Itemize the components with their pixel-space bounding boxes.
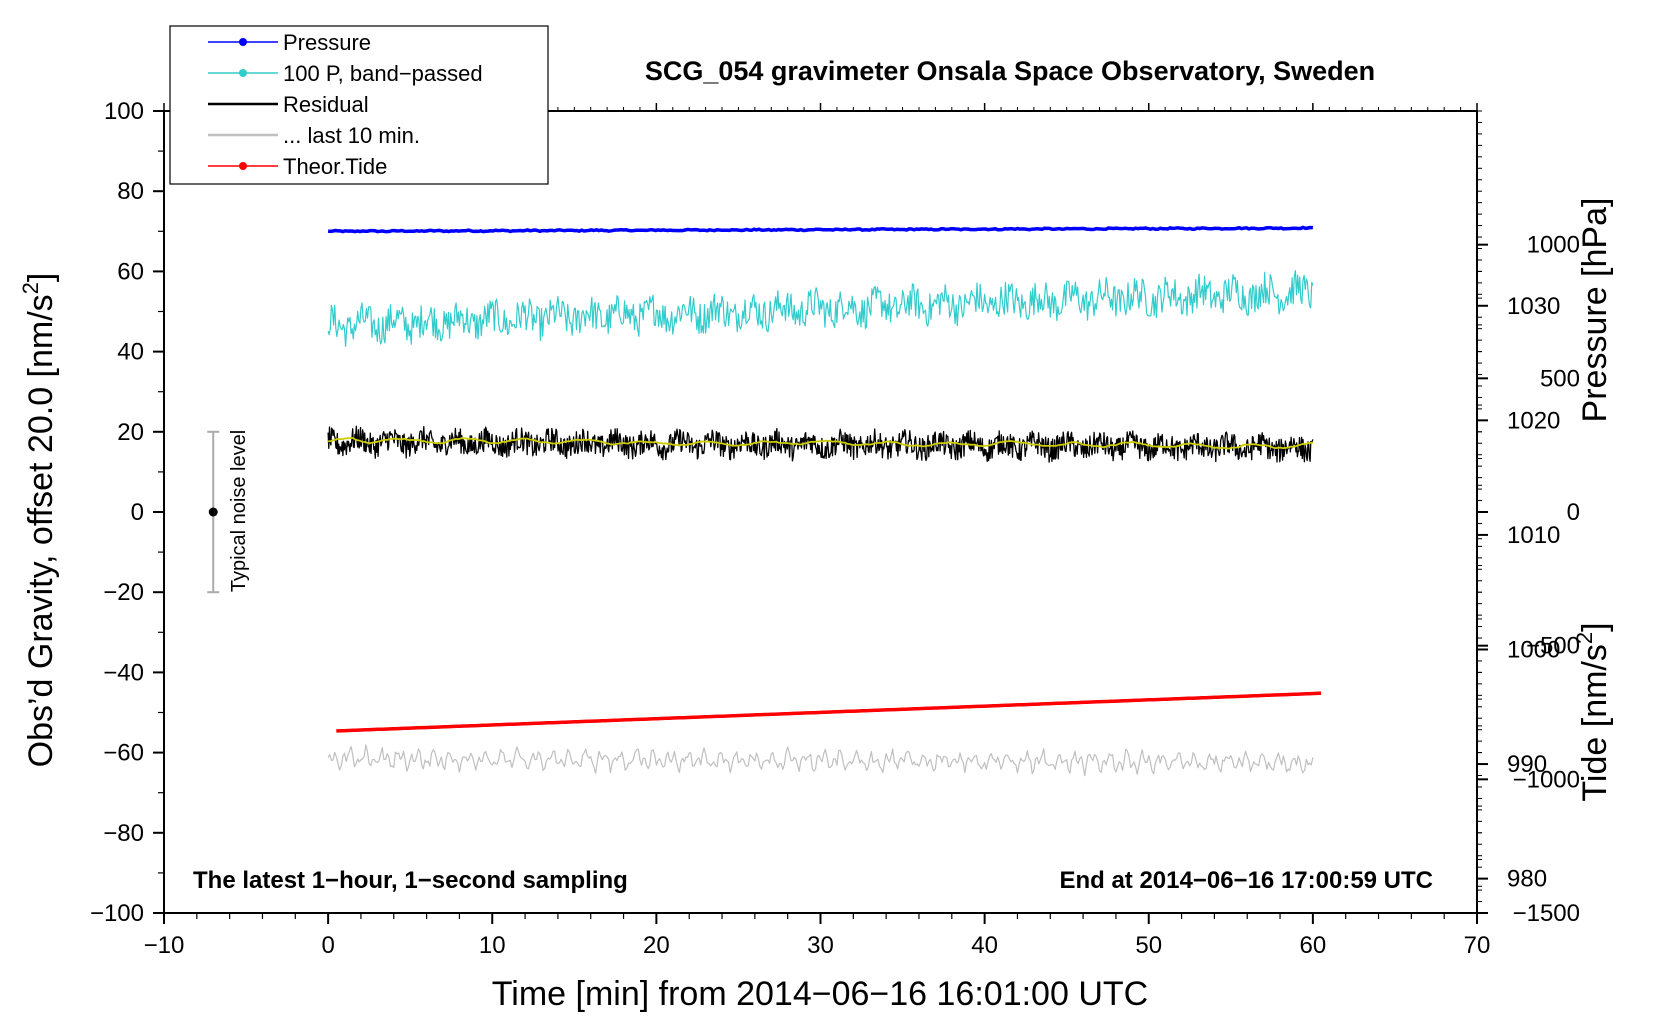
y-axis-title-left-main: Obs’d Gravity, offset 20.0 [nm/s <box>22 294 60 767</box>
y-tick-label: 100 <box>104 98 144 125</box>
y-tick-label: 60 <box>117 258 144 285</box>
x-tick-label: 50 <box>1135 932 1162 959</box>
y-tick-label: 40 <box>117 339 144 366</box>
y-axis-title-tide-end: ] <box>1576 622 1614 631</box>
series-line-residual-smoothed- <box>328 437 1313 450</box>
series-line-residual <box>327 425 1314 463</box>
legend-swatch-marker <box>239 38 247 46</box>
x-tick-label: 0 <box>321 932 334 959</box>
y-tick-label: −60 <box>103 740 144 767</box>
legend-label: Pressure <box>283 30 371 55</box>
axes-layer: −10 0 10 20 30 40 50 60 70−100−80−60−40−20020406… <box>90 98 1580 959</box>
y-axis-title-pressure: Pressure [hPa] <box>1576 198 1614 423</box>
y-tick-label: −100 <box>90 900 144 927</box>
series-line-100-p-band-passed <box>327 270 1314 347</box>
tide-tick-label: −1000 <box>1513 766 1580 793</box>
annotation-end-time: End at 2014−06−16 17:00:59 UTC <box>1059 867 1433 894</box>
y-axis-title-tide: Tide [nm/s2] <box>1572 622 1614 801</box>
x-tick-label: −10 <box>144 932 185 959</box>
y-axis-title-left: Obs’d Gravity, offset 20.0 [nm/s2] <box>18 273 60 768</box>
tide-tick-label: −500 <box>1526 633 1580 660</box>
y-tick-label: −80 <box>103 820 144 847</box>
pressure-tick-label: 1010 <box>1507 522 1560 549</box>
x-tick-label: 60 <box>1300 932 1327 959</box>
y-axis-title-left-end: ] <box>22 273 60 282</box>
pressure-tick-label: 1030 <box>1507 293 1560 320</box>
noise-bar-label: Typical noise level <box>228 430 250 592</box>
x-tick-label: 70 <box>1464 932 1491 959</box>
y-tick-label: −20 <box>103 579 144 606</box>
y-axis-title-left-sup: 2 <box>18 282 43 294</box>
series-line-theor-tide <box>336 691 1322 733</box>
pressure-tick-label: 990 <box>1507 751 1547 778</box>
x-tick-label: 40 <box>971 932 998 959</box>
series-layer <box>327 225 1322 777</box>
noise-bar-center <box>208 507 218 517</box>
y-axis-title-tide-main: Tide [nm/s <box>1576 644 1614 801</box>
pressure-tick-label: 980 <box>1507 866 1547 893</box>
annotation-sampling: The latest 1−hour, 1−second sampling <box>193 867 628 894</box>
legend-label: ... last 10 min. <box>283 123 420 148</box>
y-axis-title-tide-sup: 2 <box>1572 632 1597 644</box>
x-tick-label: 20 <box>643 932 670 959</box>
tide-tick-label: 1000 <box>1527 232 1580 259</box>
x-axis-title: Time [min] from 2014−06−16 16:01:00 UTC <box>492 975 1148 1013</box>
y-tick-label: −40 <box>103 659 144 686</box>
y-tick-label: 80 <box>117 178 144 205</box>
y-tick-label: 20 <box>117 419 144 446</box>
series-line--last-10-min- <box>327 744 1314 777</box>
legend-label: Theor.Tide <box>283 154 387 179</box>
y-tick-label: 0 <box>131 499 144 526</box>
x-tick-label: 10 <box>479 932 506 959</box>
legend-label: 100 P, band−passed <box>283 61 483 86</box>
series-line-pressure <box>327 225 1314 234</box>
pressure-tick-label: 1000 <box>1507 636 1560 663</box>
pressure-tick-label: 1020 <box>1507 407 1560 434</box>
legend-swatch-marker <box>239 69 247 77</box>
tide-tick-label: 500 <box>1540 365 1580 392</box>
legend-swatch-marker <box>239 162 247 170</box>
legend: Pressure 100 P, band−passed Residual ... la… <box>169 25 549 185</box>
noise-bar <box>207 430 220 594</box>
chart-title: SCG_054 gravimeter Onsala Space Observat… <box>645 56 1375 86</box>
x-tick-label: 30 <box>807 932 834 959</box>
tide-tick-label: −1500 <box>1513 900 1580 927</box>
legend-label: Residual <box>283 92 369 117</box>
tide-tick-label: 0 <box>1567 499 1580 526</box>
